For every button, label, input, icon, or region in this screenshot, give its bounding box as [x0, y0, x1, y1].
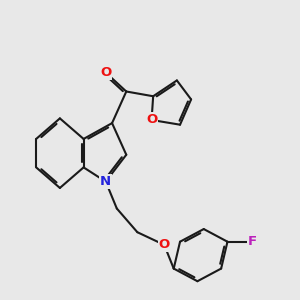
Text: O: O [146, 113, 157, 127]
Text: N: N [100, 175, 111, 188]
Text: O: O [100, 66, 111, 79]
Text: O: O [159, 238, 170, 251]
Text: F: F [248, 235, 257, 248]
